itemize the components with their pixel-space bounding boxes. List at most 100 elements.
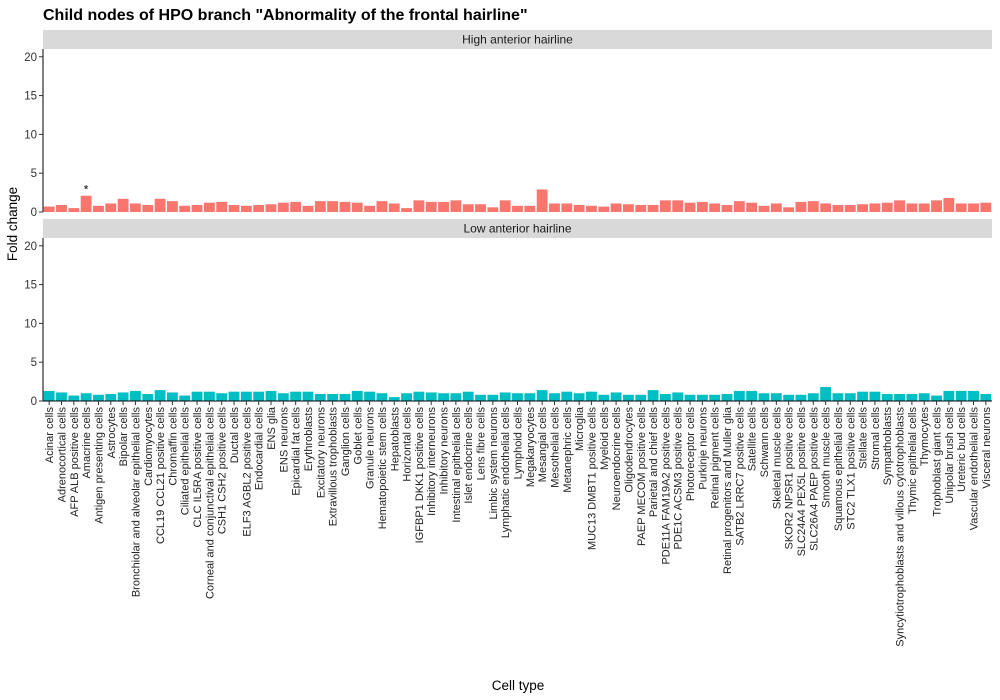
bar bbox=[475, 204, 486, 212]
bar bbox=[339, 394, 351, 401]
x-tick-label: Goblet cells bbox=[352, 407, 364, 465]
bar bbox=[117, 392, 129, 401]
bar bbox=[302, 391, 314, 401]
x-tick-label: SATB2 LRRC7 positive cells bbox=[734, 407, 746, 546]
bar bbox=[598, 206, 610, 212]
bar bbox=[351, 202, 363, 212]
x-tick-label: CCL19 CCL21 positive cells bbox=[155, 407, 167, 544]
bar bbox=[573, 205, 585, 212]
bar bbox=[117, 198, 129, 212]
bar bbox=[327, 394, 339, 401]
x-tick-label: Extravillous trophoblasts bbox=[328, 407, 340, 527]
bar bbox=[388, 397, 400, 401]
x-tick-label: Limbic system neurons bbox=[488, 407, 500, 520]
x-tick-label: Metanephric cells bbox=[562, 407, 574, 493]
bar bbox=[869, 203, 881, 212]
bar bbox=[931, 200, 942, 212]
x-tick-label: Lymphoid cells bbox=[513, 407, 525, 480]
bar bbox=[709, 394, 721, 401]
facet-strip-label: Low anterior hairline bbox=[463, 222, 571, 236]
bar bbox=[832, 205, 844, 212]
bar bbox=[216, 393, 228, 401]
bar bbox=[487, 394, 499, 401]
x-tick-label: PDE1C ACSM3 positive cells bbox=[673, 407, 685, 550]
bar bbox=[918, 203, 930, 212]
bar bbox=[881, 202, 893, 212]
bar bbox=[105, 394, 117, 401]
x-tick-label: Lens fibre cells bbox=[476, 407, 488, 481]
bar bbox=[191, 205, 203, 212]
bar bbox=[857, 391, 869, 401]
bar bbox=[487, 207, 499, 212]
x-tick-label: Erythroblasts bbox=[303, 407, 315, 472]
bar bbox=[265, 204, 277, 212]
bar bbox=[265, 390, 277, 401]
x-tick-label: Islet endocrine cells bbox=[463, 407, 475, 504]
x-tick-label: Horizontal cells bbox=[402, 407, 414, 482]
bar bbox=[130, 203, 141, 212]
x-tick-label: MUC13 DMBT1 positive cells bbox=[586, 407, 598, 551]
bar bbox=[277, 202, 289, 212]
bar bbox=[647, 205, 659, 212]
x-tick-label: Purkinje neurons bbox=[697, 407, 709, 490]
bar bbox=[166, 201, 178, 212]
bar bbox=[524, 393, 536, 401]
bar bbox=[290, 201, 302, 212]
bar bbox=[450, 200, 462, 212]
bar bbox=[536, 390, 548, 401]
bar bbox=[623, 204, 634, 212]
bar bbox=[943, 198, 955, 212]
bar bbox=[598, 394, 610, 401]
bar bbox=[314, 394, 326, 401]
bar bbox=[339, 201, 351, 212]
y-tick-label: 0 bbox=[31, 207, 37, 219]
x-tick-label: ENS glia bbox=[266, 406, 278, 450]
x-tick-label: Thymocytes bbox=[919, 407, 931, 467]
y-tick-label: 15 bbox=[24, 280, 37, 292]
significance-marker: * bbox=[84, 183, 89, 197]
bar bbox=[647, 390, 659, 401]
bar bbox=[549, 393, 560, 401]
bar bbox=[413, 391, 425, 401]
bar bbox=[968, 390, 979, 401]
chart-title: Child nodes of HPO branch "Abnormality o… bbox=[43, 7, 528, 24]
facet-strip bbox=[43, 30, 992, 49]
bar bbox=[931, 395, 942, 401]
x-tick-label: Stromal cells bbox=[870, 407, 882, 470]
x-tick-label: Bronchiolar and alveolar epithelial cell… bbox=[130, 407, 142, 598]
bar bbox=[290, 391, 302, 401]
bar bbox=[561, 391, 573, 401]
x-tick-label: Astrocytes bbox=[106, 407, 118, 459]
bar bbox=[672, 392, 684, 401]
y-tick-label: 5 bbox=[31, 357, 37, 369]
x-tick-label: Parietal and chief cells bbox=[648, 407, 660, 518]
bar bbox=[475, 394, 486, 401]
bar bbox=[844, 205, 856, 212]
bar bbox=[56, 205, 67, 212]
x-tick-label: Squamous epithelial cells bbox=[833, 407, 845, 532]
bar bbox=[635, 205, 647, 212]
bar bbox=[894, 394, 905, 401]
x-tick-label: Inhibitory neurons bbox=[439, 407, 451, 495]
x-tick-label: Ciliated epithelial cells bbox=[180, 407, 192, 516]
x-tick-label: Trophoblast giant cells bbox=[932, 407, 944, 517]
bar bbox=[314, 201, 326, 212]
bar bbox=[733, 390, 745, 401]
bar bbox=[610, 392, 622, 401]
bar bbox=[684, 202, 696, 212]
x-tick-label: AFP ALB positive cells bbox=[69, 407, 81, 517]
bar bbox=[68, 395, 80, 401]
x-tick-label: CSH1 CSH2 positive cells bbox=[217, 407, 229, 535]
y-tick-label: 20 bbox=[24, 241, 37, 253]
bar bbox=[364, 205, 376, 212]
bar bbox=[807, 201, 819, 212]
bar bbox=[93, 205, 104, 212]
bar bbox=[586, 205, 597, 212]
x-tick-label: Intestinal epithelial cells bbox=[451, 407, 463, 523]
bar bbox=[980, 394, 992, 401]
facet-strip bbox=[43, 219, 992, 238]
bar bbox=[746, 390, 758, 401]
bar bbox=[512, 205, 523, 212]
bar bbox=[413, 200, 425, 212]
bar bbox=[364, 391, 376, 401]
